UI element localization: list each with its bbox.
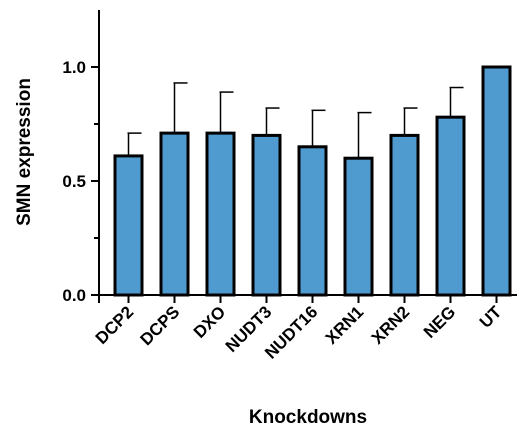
bar-nudt16 bbox=[297, 145, 328, 297]
x-tick-label-neg: NEG bbox=[420, 302, 459, 341]
x-tick-label-dxo: DXO bbox=[190, 302, 229, 341]
bar-dcp2 bbox=[113, 154, 144, 297]
y-tick-label: 0.0 bbox=[62, 286, 86, 305]
x-axis-title: Knockdowns bbox=[249, 407, 367, 428]
bar-dxo bbox=[205, 131, 236, 297]
y-tick-label: 1.0 bbox=[62, 58, 86, 77]
bar-xrn2 bbox=[389, 133, 420, 297]
bar-nudt3 bbox=[251, 133, 282, 297]
y-tick-label: 0.5 bbox=[62, 172, 86, 191]
bar-ut bbox=[481, 65, 512, 297]
x-tick-label-dcps: DCPS bbox=[136, 302, 183, 349]
bar-neg bbox=[435, 115, 466, 297]
x-tick-label-dcp2: DCP2 bbox=[92, 302, 138, 348]
x-tick-label-ut: UT bbox=[476, 302, 506, 332]
bar-xrn1 bbox=[343, 156, 374, 297]
bar-dcps bbox=[159, 131, 190, 297]
x-tick-label-xrn1: XRN1 bbox=[322, 302, 368, 348]
error-bars-layer bbox=[127, 82, 464, 159]
y-ticks: 0.0 0.5 1.0 bbox=[62, 58, 99, 305]
x-tick-label-xrn2: XRN2 bbox=[368, 302, 414, 348]
y-axis-title: SMN expression bbox=[14, 78, 35, 226]
